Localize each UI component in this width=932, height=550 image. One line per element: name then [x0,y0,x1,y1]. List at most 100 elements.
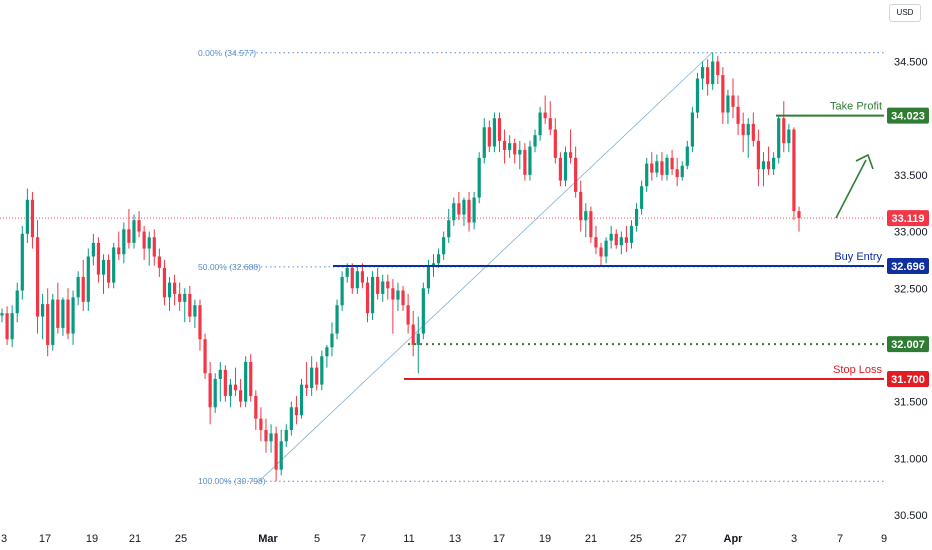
candle-body [792,129,796,212]
candle-body [609,233,613,241]
candle-body [172,282,177,294]
candle-body [426,265,431,289]
level-label: Take Profit [830,101,882,113]
candle-body [797,211,801,218]
time-tick-label: 17 [493,533,505,545]
candle-body [96,242,101,275]
level-badge: 31.700 [891,374,925,386]
candle-body [30,199,35,238]
candlesticks [0,52,801,481]
candle-body [665,157,669,175]
time-tick-label: Apr [724,533,744,545]
candle-body [183,293,187,302]
level-badge: 32.007 [891,339,925,351]
candle-body [86,256,90,302]
candle-body [107,259,111,283]
candle-body [766,161,771,170]
candle-body [233,384,238,391]
time-tick-label: 13 [449,533,461,545]
candle-body [81,276,85,302]
candle-body [695,78,700,113]
candle-body [553,129,557,158]
candle-body [51,299,55,345]
candle-body [15,290,19,314]
candle-body [518,149,522,155]
candle-body [279,441,283,470]
candle-body [624,237,629,243]
candle-body [178,293,182,302]
level-badge-bg [887,258,929,275]
candle-body [244,361,248,402]
candle-body [492,118,497,147]
candle-body [223,369,227,396]
currency-button[interactable]: USD [889,4,921,22]
level-badge: 32.696 [891,261,925,273]
price-tick-label: 34.500 [894,57,928,69]
candle-body [401,290,405,306]
candle-body [574,157,578,192]
time-tick-label: 19 [539,533,551,545]
candle-body [685,146,689,166]
candle-body [594,237,598,248]
candle-body [700,67,705,79]
candle-body [198,305,202,340]
candle-body [619,237,623,246]
candle-body [604,240,608,257]
candle-body [579,191,583,221]
candle-body [325,347,329,357]
candle-body [167,282,172,298]
candle-body [675,169,679,178]
candle-body [335,305,339,334]
candle-body [56,299,60,328]
time-tick-label: 9 [881,533,887,545]
candle-body [680,165,684,178]
candle-body [782,118,786,144]
candle-body [162,267,167,298]
time-tick-label: 25 [630,533,642,545]
candle-body [640,186,644,209]
time-tick-label: Mar [258,533,278,545]
candle-body [751,123,755,141]
candle-body [645,163,649,187]
candle-body [228,384,233,396]
time-tick-label: 11 [403,533,414,545]
candle-body [193,305,197,317]
candle-body [91,242,95,257]
candle-body [726,95,730,113]
candle-body [772,157,776,170]
candle-body [472,197,476,223]
candle-body [274,433,278,470]
candle-body [208,373,212,408]
candle-body [462,199,466,215]
candle-body [396,290,400,300]
candle-body [452,203,456,221]
candle-body [497,118,502,141]
candle-body [528,146,532,175]
candle-body [589,211,593,238]
trade-levels: Take Profit Buy Entry Stop Loss [333,101,884,380]
time-axis[interactable]: 3 17 19 21 25 Mar 5 7 11 13 17 19 21 25 27 Apr 3 7 9 [1,533,887,545]
candle-body [746,123,750,136]
candle-body [152,237,156,257]
candle-body [411,324,415,345]
time-tick-label: 17 [39,533,51,545]
candle-body [320,356,324,385]
candle-body [650,163,654,173]
candle-body [416,333,420,345]
candle-body [340,276,344,306]
candle-body [563,152,568,181]
fib-label: 50.00% (32.688) [198,262,261,272]
candle-body [5,313,9,340]
candle-body [386,281,390,289]
candle-body [203,339,207,374]
candle-body [761,161,766,170]
candle-body [756,140,760,170]
candle-body [513,143,517,155]
candle-body [147,237,151,249]
candle-body [310,367,314,389]
price-axis[interactable]: 30.50031.00031.50032.00032.50033.00033.5… [887,57,929,523]
candle-body [442,237,446,255]
candle-body [35,237,40,317]
candle-body [457,203,461,215]
